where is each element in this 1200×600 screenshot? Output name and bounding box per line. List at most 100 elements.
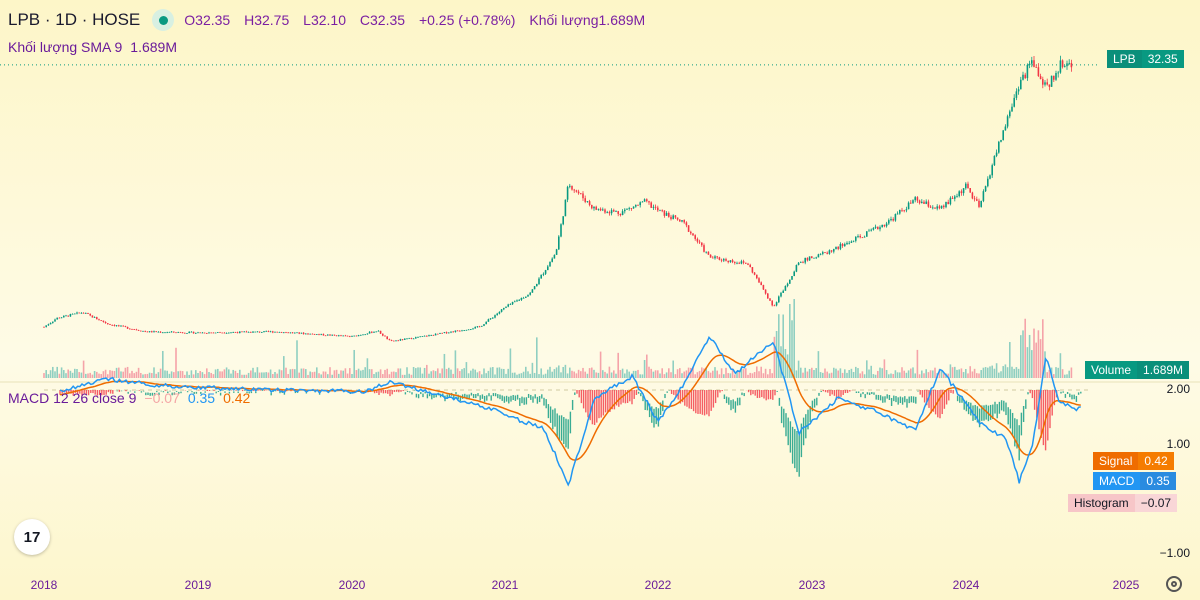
macd-histogram-bar: [175, 390, 178, 392]
candle-body: [344, 335, 347, 337]
volume-bar: [362, 369, 364, 378]
symbol-title[interactable]: LPB · 1D · HOSE: [8, 10, 141, 29]
volume-bar: [448, 367, 450, 378]
volume-bar: [1055, 367, 1057, 378]
volume-bar: [639, 374, 641, 378]
volume-bar: [223, 369, 226, 378]
candle-body: [780, 292, 782, 297]
candle-body: [692, 233, 694, 236]
volume-bar: [179, 370, 182, 378]
volume-bar: [657, 370, 659, 378]
volume-bar: [465, 362, 468, 378]
macd-histogram-bar: [653, 408, 655, 428]
macd-histogram-bar: [989, 404, 992, 420]
volume-bar: [236, 372, 239, 378]
volume-bar: [1028, 334, 1031, 378]
candle-body: [643, 199, 646, 202]
candle-body: [432, 335, 435, 336]
macd-histogram-bar: [420, 392, 422, 395]
macd-legend[interactable]: MACD 12 26 close 9 −0.07 0.35 0.42: [8, 390, 250, 406]
candle-body: [575, 190, 578, 192]
candle-body: [184, 332, 186, 334]
candle-body: [351, 336, 353, 337]
volume-bar: [817, 351, 820, 378]
macd-histogram-bar: [378, 390, 380, 395]
candle-body: [1026, 64, 1029, 79]
macd-histogram-bar: [1058, 390, 1060, 392]
macd-histogram-bar: [609, 390, 611, 412]
candle-body: [670, 216, 672, 220]
macd-histogram-bar: [820, 391, 822, 393]
volume-bar: [1053, 374, 1055, 378]
macd-histogram-bar: [248, 391, 250, 394]
macd-histogram-bar: [558, 415, 561, 441]
volume-bar: [404, 374, 406, 378]
candle-body: [362, 334, 364, 336]
candle-body: [186, 333, 188, 334]
candle-body: [333, 334, 336, 336]
macd-histogram-bar: [380, 390, 382, 393]
macd-histogram-bar: [688, 390, 690, 409]
volume-bar: [659, 373, 661, 378]
volume-bar: [705, 367, 707, 378]
candle-body: [910, 202, 912, 204]
volume-bar: [190, 370, 193, 378]
candle-body: [555, 249, 558, 255]
candle-body: [747, 263, 749, 265]
macd-histogram-bar: [631, 390, 633, 405]
volume-bar: [956, 369, 958, 378]
volume-bar: [877, 370, 879, 378]
macd-histogram-bar: [384, 390, 387, 394]
volume-bar: [1033, 328, 1035, 378]
volume-bar: [210, 372, 212, 378]
macd-histogram-bar: [68, 390, 70, 393]
volume-sma-legend[interactable]: Khối lượng SMA 9 1.689M: [8, 39, 177, 55]
candle-body: [236, 332, 239, 334]
volume-bar: [483, 368, 485, 378]
volume-bar: [305, 369, 307, 378]
macd-histogram-bar: [950, 390, 952, 393]
candle-body: [474, 327, 476, 329]
x-tick-label: 2023: [798, 578, 826, 592]
market-open-indicator[interactable]: [152, 9, 175, 31]
macd-histogram-bar: [563, 417, 565, 445]
volume-bar: [373, 374, 375, 378]
volume-bar: [417, 367, 419, 378]
volume-bar: [140, 372, 142, 378]
settings-gear-icon[interactable]: [1166, 576, 1182, 592]
volume-bar: [300, 368, 303, 378]
candle-body: [806, 257, 809, 261]
candle-body: [769, 298, 771, 301]
volume-bar: [93, 371, 96, 378]
macd-histogram-bar: [167, 391, 169, 394]
volume-bar: [71, 372, 74, 378]
candle-body: [190, 331, 193, 333]
candle-body: [520, 297, 523, 300]
macd-histogram-bar: [912, 396, 915, 403]
candle-body: [212, 332, 215, 334]
candle-body: [621, 211, 624, 216]
macd-histogram-bar: [1020, 412, 1023, 436]
macd-histogram-bar: [545, 399, 547, 409]
candle-body: [1031, 60, 1033, 64]
macd-histogram-bar: [1022, 405, 1025, 422]
macd-histogram-bar: [556, 413, 558, 437]
candle-body: [874, 226, 877, 228]
candle-body: [349, 336, 351, 337]
volume-bar: [804, 367, 806, 378]
macd-histogram-bar: [283, 392, 286, 395]
macd-histogram-bar: [389, 390, 391, 397]
macd-histogram-bar: [571, 399, 574, 410]
macd-histogram-bar: [246, 391, 248, 393]
candle-body: [384, 335, 386, 337]
tradingview-logo[interactable]: 17: [14, 519, 50, 555]
candle-body: [619, 213, 622, 216]
macd-histogram-bar: [191, 391, 193, 393]
macd-histogram-bar: [468, 394, 470, 399]
candle-body: [980, 200, 982, 207]
volume-bar: [437, 368, 439, 378]
macd-histogram-bar: [395, 390, 398, 392]
candle-body: [170, 331, 173, 333]
macd-histogram-bar: [642, 395, 644, 402]
